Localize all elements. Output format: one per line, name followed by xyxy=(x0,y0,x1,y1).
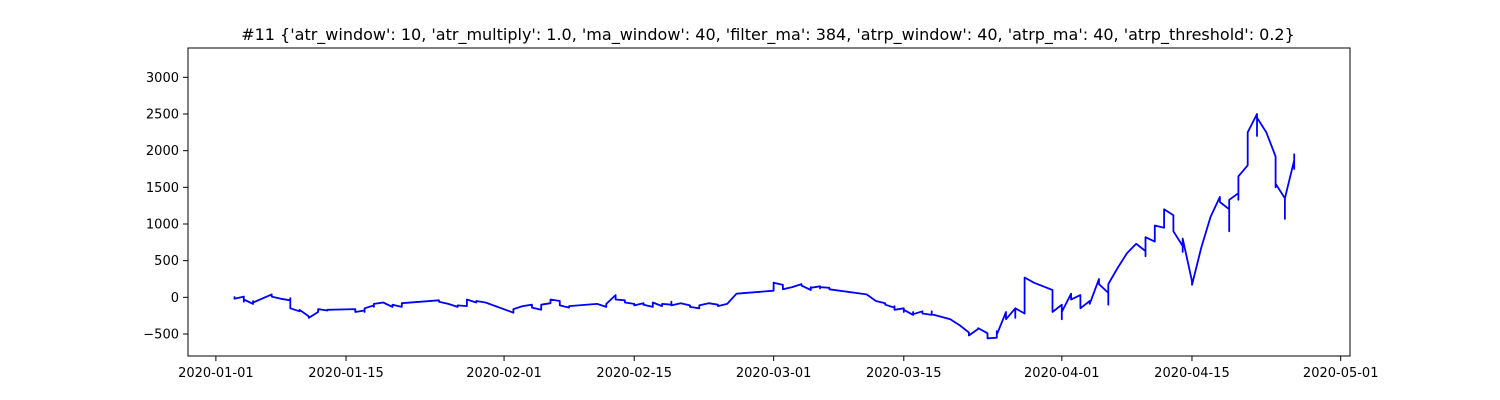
x-tick-label: 2020-02-01 xyxy=(466,366,542,381)
x-tick-label: 2020-05-01 xyxy=(1303,366,1379,381)
x-tick-label: 2020-04-15 xyxy=(1154,366,1230,381)
x-tick-label: 2020-02-15 xyxy=(596,366,672,381)
series-line-0 xyxy=(233,113,1296,340)
y-tick-label: 0 xyxy=(171,291,179,306)
x-axis: 2020-01-01 2020-01-15 2020-02-01 2020-02-15… xyxy=(178,356,1378,381)
y-tick-label: 2500 xyxy=(146,108,179,123)
x-tick-label: 2020-01-15 xyxy=(308,366,384,381)
y-tick-label: 2000 xyxy=(146,144,179,159)
y-tick-label: 3000 xyxy=(146,71,179,86)
y-tick-label: −500 xyxy=(143,328,179,343)
x-tick-label: 2020-03-01 xyxy=(736,366,812,381)
plot-frame xyxy=(187,47,1351,357)
chart-title: #11 {'atr_window': 10, 'atr_multiply': 1… xyxy=(241,25,1295,45)
y-axis: −500 0 500 1000 1500 2000 2500 3000 xyxy=(143,71,188,343)
y-tick-label: 1000 xyxy=(146,218,179,233)
x-tick-label: 2020-04-01 xyxy=(1024,366,1100,381)
y-tick-label: 1500 xyxy=(146,181,179,196)
y-tick-label: 500 xyxy=(154,254,179,269)
x-tick-label: 2020-01-01 xyxy=(178,366,254,381)
x-tick-label: 2020-03-15 xyxy=(866,366,942,381)
series-layer xyxy=(233,113,1296,340)
